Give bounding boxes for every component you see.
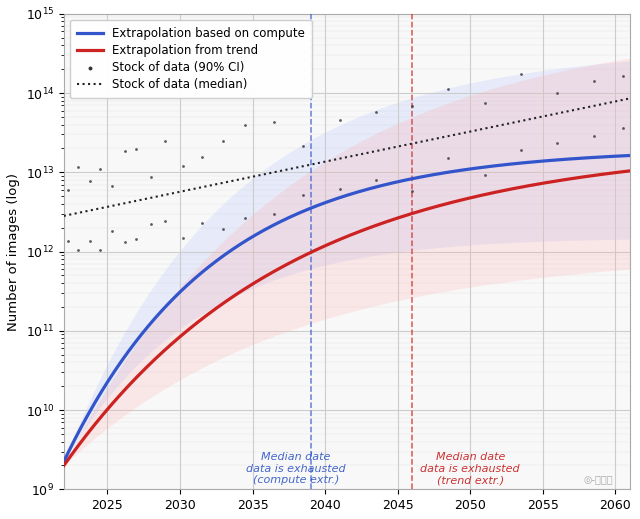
Extrapolation from trend (394, 215, 401, 221)
Extrapolation based on compute (316, 201, 324, 208)
Extrapolation based on compute (394, 179, 401, 185)
Line: Extrapolation based on compute: Extrapolation based on compute (64, 156, 630, 461)
Stock of data (median) (244, 174, 252, 181)
Point (120, 146, 130, 155)
Point (371, 107, 381, 116)
Extrapolation based on compute (486, 163, 494, 170)
Point (479, 99, 490, 107)
Extrapolation from trend (160, 348, 168, 354)
Extrapolation based on compute (160, 305, 168, 311)
Extrapolation based on compute (626, 153, 634, 159)
Point (160, 136, 170, 145)
Point (298, 142, 308, 151)
Y-axis label: Number of images (log): Number of images (log) (7, 172, 20, 331)
Point (73, 246, 83, 254)
Point (240, 214, 250, 223)
Line: Extrapolation from trend: Extrapolation from trend (64, 171, 630, 466)
Point (516, 146, 526, 154)
Line: Stock of data (median): Stock of data (median) (64, 99, 630, 216)
Point (407, 102, 417, 111)
Point (178, 234, 188, 242)
Point (196, 153, 207, 161)
Point (335, 116, 345, 125)
Point (589, 132, 599, 141)
Extrapolation from trend (626, 168, 634, 174)
Text: ◎-量子位: ◎-量子位 (583, 474, 613, 485)
Point (146, 173, 156, 181)
Extrapolation based on compute (438, 170, 445, 176)
Point (120, 238, 130, 247)
Extrapolation from trend (316, 245, 324, 251)
Stock of data (median) (128, 199, 136, 205)
Point (63, 185, 74, 194)
Point (552, 89, 563, 97)
Point (131, 235, 141, 243)
Point (146, 220, 156, 228)
Stock of data (median) (416, 139, 424, 145)
Point (73, 162, 83, 171)
Stock of data (median) (468, 128, 476, 134)
Point (618, 124, 628, 132)
Point (95, 166, 105, 174)
Extrapolation from trend (60, 462, 68, 469)
Point (479, 171, 490, 179)
Point (444, 154, 454, 162)
Stock of data (median) (284, 166, 292, 172)
Point (131, 145, 141, 153)
Point (269, 118, 280, 126)
Stock of data (median) (60, 213, 68, 219)
Extrapolation from trend (205, 310, 213, 317)
Point (552, 139, 563, 147)
Point (95, 246, 105, 254)
Point (218, 137, 228, 145)
Point (240, 120, 250, 129)
Point (218, 225, 228, 233)
Text: Median date
data is exhausted
(trend extr.): Median date data is exhausted (trend ext… (420, 452, 520, 485)
Stock of data (median) (472, 127, 479, 133)
Point (107, 182, 117, 190)
Point (269, 210, 280, 218)
Extrapolation from trend (486, 190, 494, 197)
Point (85, 237, 95, 245)
Extrapolation based on compute (60, 458, 68, 465)
Point (107, 227, 117, 235)
Point (371, 175, 381, 184)
Extrapolation based on compute (205, 263, 213, 269)
Point (407, 187, 417, 195)
Point (196, 219, 207, 227)
Point (516, 70, 526, 78)
Point (160, 217, 170, 225)
Point (618, 72, 628, 80)
Point (335, 185, 345, 193)
Point (63, 237, 74, 245)
Legend: Extrapolation based on compute, Extrapolation from trend, Stock of data (90% CI): Extrapolation based on compute, Extrapol… (70, 20, 312, 98)
Point (298, 191, 308, 199)
Point (178, 162, 188, 171)
Point (589, 77, 599, 86)
Stock of data (median) (626, 95, 634, 102)
Point (444, 85, 454, 93)
Point (85, 177, 95, 185)
Text: Median date
data is exhausted
(compute extr.): Median date data is exhausted (compute e… (246, 452, 346, 485)
Extrapolation from trend (438, 202, 445, 208)
